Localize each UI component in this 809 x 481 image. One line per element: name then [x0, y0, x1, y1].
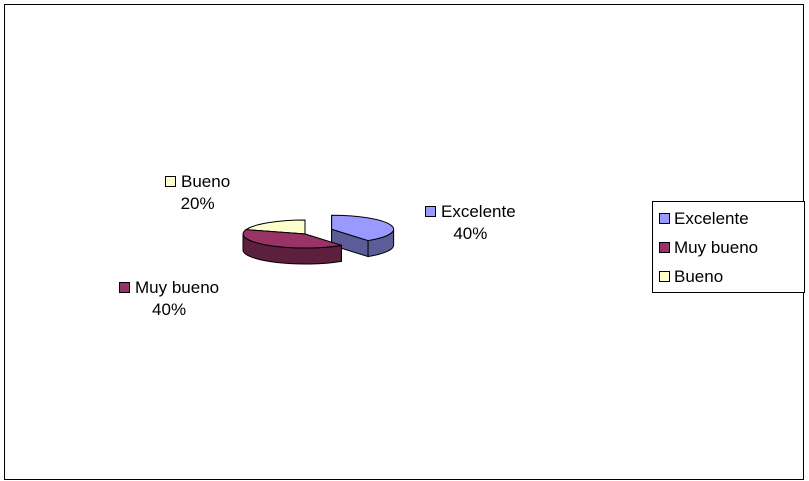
data-label-excelente: Excelente 40%	[425, 201, 516, 245]
pie-slice-top-muy-bueno	[242, 229, 342, 249]
pie-slice-excelente	[331, 214, 395, 258]
legend-item-bueno: Bueno	[659, 266, 804, 295]
chart-area: Excelente 40% Muy bueno 40% Bueno 20% Ex…	[4, 4, 805, 480]
legend-text-excelente: Excelente	[674, 209, 749, 228]
pie-chart	[242, 214, 395, 265]
legend-swatch-excelente	[659, 213, 670, 224]
label-category-excelente: Excelente	[441, 202, 516, 221]
legend-text-bueno: Bueno	[674, 267, 724, 286]
legend-swatch-muy-bueno	[659, 242, 670, 253]
label-percent-bueno: 20%	[180, 194, 215, 213]
label-percent-muy-bueno: 40%	[152, 300, 187, 319]
label-category-bueno: Bueno	[181, 172, 231, 191]
label-swatch-bueno	[165, 176, 176, 187]
legend-item-muy-bueno: Muy bueno	[659, 237, 804, 266]
label-swatch-muy-bueno	[119, 282, 130, 293]
data-label-bueno: Bueno 20%	[165, 171, 230, 215]
legend: Excelente Muy bueno Bueno	[652, 201, 805, 293]
label-percent-excelente: 40%	[453, 224, 488, 243]
pie-slice-muy-bueno	[242, 229, 342, 265]
label-category-muy-bueno: Muy bueno	[135, 278, 220, 297]
legend-item-excelente: Excelente	[659, 208, 804, 237]
legend-text-muy-bueno: Muy bueno	[674, 238, 759, 257]
pie-slice-top-excelente	[331, 214, 395, 242]
label-swatch-excelente	[425, 206, 436, 217]
data-label-muy-bueno: Muy bueno 40%	[119, 277, 219, 321]
legend-swatch-bueno	[659, 271, 670, 282]
